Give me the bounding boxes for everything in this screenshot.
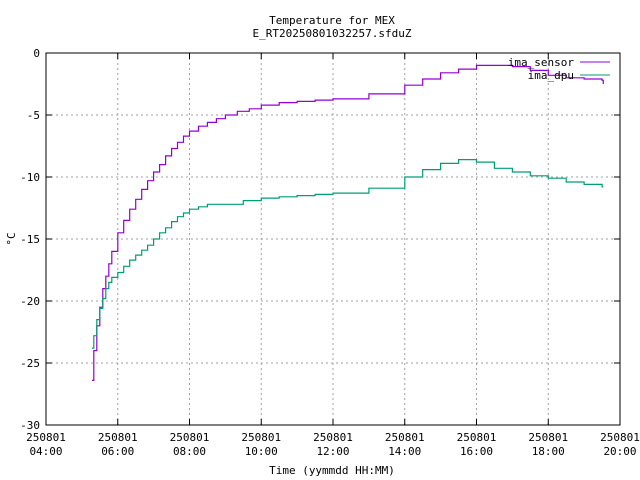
x-tick-label-date: 250801: [385, 431, 425, 444]
y-tick-label: -20: [20, 295, 40, 308]
chart-title: Temperature for MEX: [269, 14, 395, 27]
y-tick-label: 0: [33, 47, 40, 60]
y-axis-label: °C: [5, 232, 18, 245]
series-layer: [92, 64, 604, 381]
legend-label-ima-sensor: ima_sensor: [508, 56, 575, 69]
x-tick-label-date: 250801: [241, 431, 281, 444]
series-line-ima-sensor: [92, 64, 604, 381]
grid: [46, 53, 620, 425]
x-tick-label-date: 250801: [313, 431, 353, 444]
y-tick-label: -15: [20, 233, 40, 246]
legend-label-ima-dpu: ima_dpu: [528, 69, 574, 82]
x-tick-label-time: 16:00: [460, 445, 493, 458]
x-tick-label-date: 250801: [600, 431, 640, 444]
x-tick-label-time: 06:00: [101, 445, 134, 458]
series-line-ima-dpu: [92, 159, 604, 349]
x-tick-label-date: 250801: [170, 431, 210, 444]
chart-subtitle: E_RT20250801032257.sfduZ: [253, 27, 412, 40]
x-tick-label-time: 08:00: [173, 445, 206, 458]
x-tick-label-time: 20:00: [603, 445, 636, 458]
x-tick-label-date: 250801: [528, 431, 568, 444]
x-tick-label-date: 250801: [26, 431, 66, 444]
x-tick-label-date: 250801: [98, 431, 138, 444]
y-tick-label: -10: [20, 171, 40, 184]
y-tick-label: -5: [27, 109, 40, 122]
x-tick-label-date: 250801: [457, 431, 497, 444]
x-tick-label-time: 14:00: [388, 445, 421, 458]
legend: ima_sensor ima_dpu: [508, 56, 610, 82]
x-tick-label-time: 18:00: [532, 445, 565, 458]
x-tick-label-time: 04:00: [29, 445, 62, 458]
x-tick-label-time: 10:00: [245, 445, 278, 458]
y-tick-label: -30: [20, 419, 40, 432]
ticks: 25080104:0025080106:0025080108:002508011…: [20, 47, 640, 458]
y-tick-label: -25: [20, 357, 40, 370]
x-tick-label-time: 12:00: [316, 445, 349, 458]
x-axis-label: Time (yymmdd HH:MM): [269, 464, 395, 477]
